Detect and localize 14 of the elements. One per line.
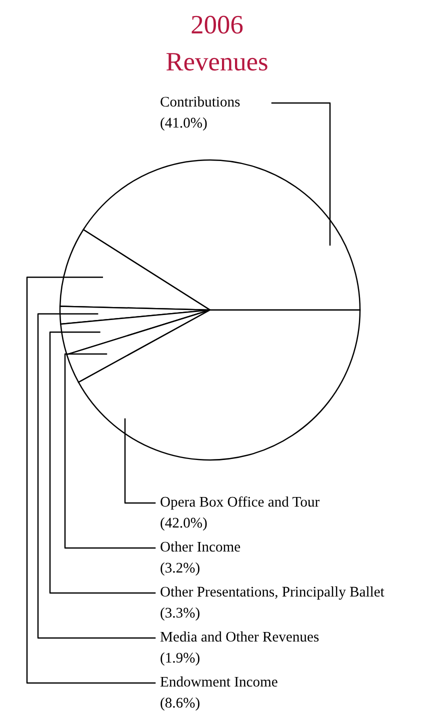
slice-label: Endowment Income xyxy=(160,676,278,687)
data-label: (8.6%) xyxy=(160,697,200,711)
slice-label: Opera Box Office and Tour xyxy=(160,496,320,510)
data-label: (3.3%) xyxy=(160,607,200,621)
slice-label: Other Income xyxy=(160,541,240,552)
slice-label: Media and Other Revenues xyxy=(160,631,319,642)
data-label: (41.0%) xyxy=(160,117,207,131)
chart-subtitle: Revenues xyxy=(166,53,268,71)
slice-label: Other Presentations, Principally Ballet xyxy=(160,586,384,600)
chart-title: 2006 xyxy=(192,16,243,34)
data-label: (3.2%) xyxy=(160,562,200,576)
data-label: (1.9%) xyxy=(160,652,200,666)
data-label: (42.0%) xyxy=(160,517,207,531)
slice-label: Contributions xyxy=(160,96,240,107)
